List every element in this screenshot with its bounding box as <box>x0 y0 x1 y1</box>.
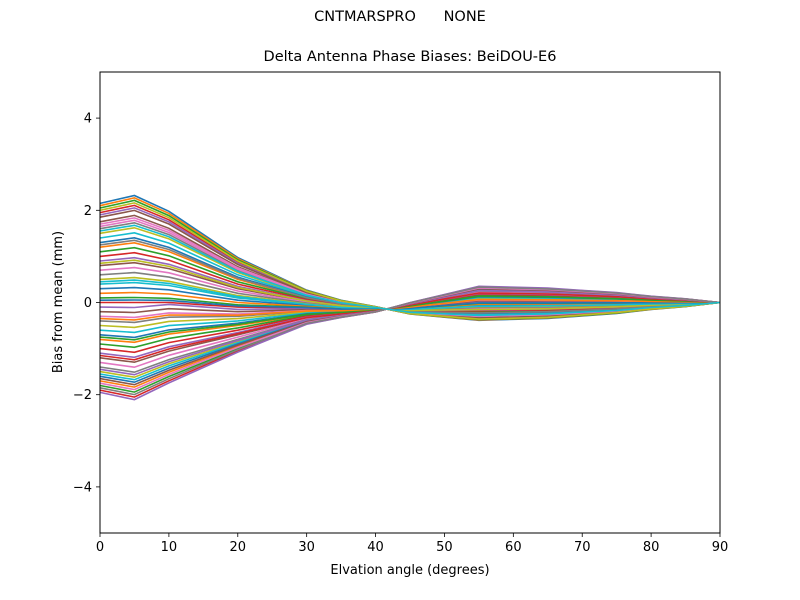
x-tick-label: 90 <box>712 540 729 555</box>
x-tick-label: 10 <box>161 540 178 555</box>
x-tick-label: 30 <box>298 540 315 555</box>
series-line-60 <box>99 224 721 317</box>
y-tick-label: 2 <box>84 204 92 219</box>
series-line-50 <box>99 279 721 311</box>
x-tick-label: 70 <box>574 540 591 555</box>
y-axis-ticks: −4 −2 0 2 4 <box>73 112 100 495</box>
figure-suptitle: CNTMARSPRO NONE <box>314 9 486 25</box>
x-axis-label: Elvation angle (degrees) <box>330 563 489 578</box>
series-lines <box>99 194 721 401</box>
x-tick-label: 20 <box>230 540 247 555</box>
series-line-53 <box>99 295 721 341</box>
y-tick-label: 0 <box>84 296 92 311</box>
series-line-58 <box>99 286 721 396</box>
y-tick-label: −4 <box>73 480 92 495</box>
x-tick-label: 60 <box>505 540 522 555</box>
series-line-54 <box>99 292 721 361</box>
series-line-51 <box>99 299 721 311</box>
x-tick-label: 50 <box>436 540 453 555</box>
series-line-52 <box>99 298 721 321</box>
x-tick-label: 40 <box>367 540 384 555</box>
x-axis-ticks: 0 10 20 30 40 50 60 70 80 90 <box>96 533 728 555</box>
y-tick-label: 4 <box>84 112 92 127</box>
y-axis-label: Bias from mean (mm) <box>51 231 66 373</box>
x-tick-label: 80 <box>643 540 660 555</box>
chart-title: Delta Antenna Phase Biases: BeiDOU-E6 <box>263 49 557 65</box>
x-tick-label: 0 <box>96 540 104 555</box>
y-tick-label: −2 <box>73 388 92 403</box>
series-line-49 <box>99 259 721 312</box>
series-line-59 <box>99 202 721 320</box>
